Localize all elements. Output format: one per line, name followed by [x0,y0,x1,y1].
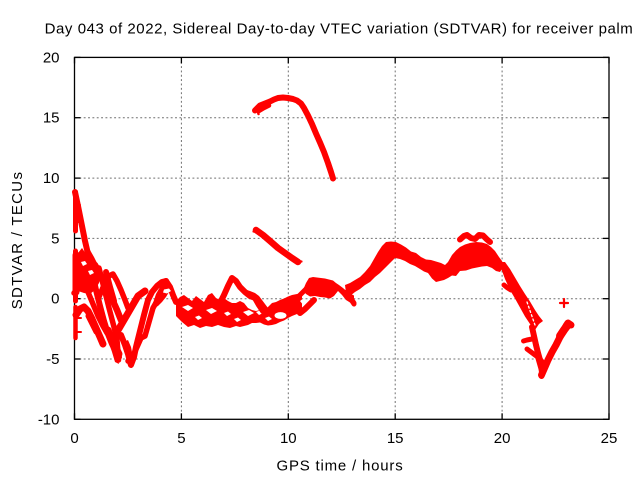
svg-text:5: 5 [177,430,185,447]
svg-text:-10: -10 [38,411,60,428]
svg-text:15: 15 [387,430,404,447]
svg-text:Day 043 of 2022, Sidereal Day-: Day 043 of 2022, Sidereal Day-to-day VTE… [45,21,634,38]
svg-text:25: 25 [601,430,618,447]
svg-text:5: 5 [51,230,59,247]
svg-text:15: 15 [43,110,60,127]
svg-text:0: 0 [70,430,78,447]
svg-text:10: 10 [280,430,297,447]
svg-text:20: 20 [494,430,511,447]
svg-text:-5: -5 [46,351,59,368]
svg-text:SDTVAR / TECUs: SDTVAR / TECUs [9,171,26,310]
svg-text:20: 20 [43,49,60,66]
svg-text:0: 0 [51,291,59,308]
svg-text:GPS time / hours: GPS time / hours [276,458,403,475]
svg-text:10: 10 [43,170,60,187]
